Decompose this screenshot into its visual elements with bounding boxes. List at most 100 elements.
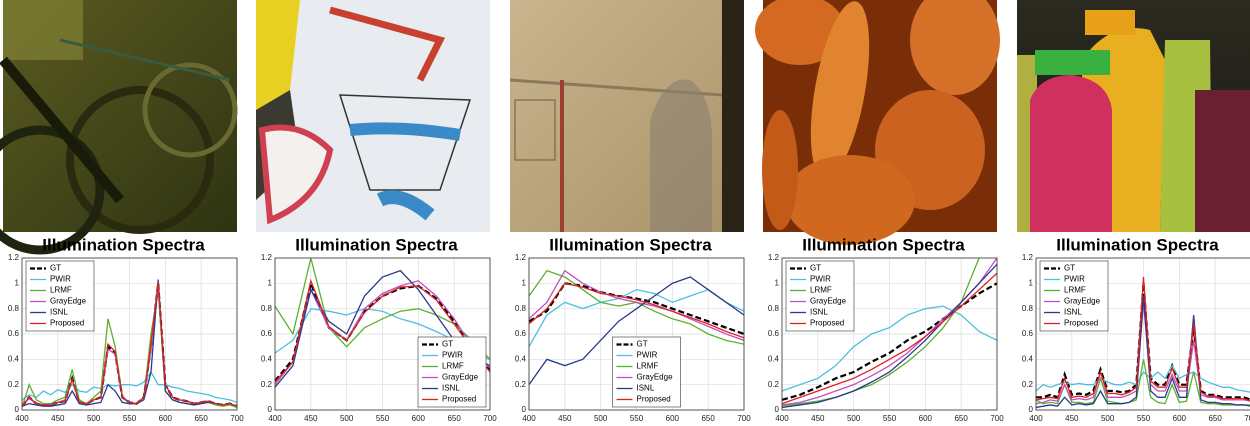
- chart-title: Illumination Spectra: [802, 235, 965, 254]
- x-tick-label: 450: [811, 414, 825, 423]
- y-tick-label: 0.4: [515, 354, 527, 363]
- x-tick-label: 700: [483, 414, 497, 423]
- x-tick-label: 400: [15, 414, 29, 423]
- x-tick-label: 700: [230, 414, 244, 423]
- x-tick-label: 500: [340, 414, 354, 423]
- y-tick-label: 0: [1029, 405, 1034, 414]
- y-tick-label: 1.2: [768, 253, 780, 262]
- x-tick-label: 400: [1029, 414, 1043, 423]
- x-tick-label: 700: [990, 414, 1004, 423]
- x-tick-label: 500: [594, 414, 608, 423]
- photo-painting: [256, 0, 490, 232]
- legend-label: PWIR: [810, 275, 831, 284]
- chart: Illumination Spectra00.20.40.60.811.2400…: [261, 235, 497, 423]
- y-tick-label: 1.2: [1022, 253, 1034, 262]
- legend-label: LRMF: [1064, 286, 1086, 295]
- legend-label: GT: [442, 340, 453, 349]
- x-tick-label: 500: [1101, 414, 1115, 423]
- x-tick-label: 400: [775, 414, 789, 423]
- x-tick-label: 450: [304, 414, 318, 423]
- y-tick-label: 0: [522, 405, 527, 414]
- y-tick-label: 0.2: [8, 380, 20, 389]
- legend-label: GrayEdge: [442, 373, 479, 382]
- photo-potatoes: [755, 0, 1000, 245]
- legend-label: LRMF: [637, 362, 659, 371]
- y-tick-label: 0.6: [261, 329, 273, 338]
- x-tick-label: 500: [87, 414, 101, 423]
- y-tick-label: 1: [1029, 278, 1034, 287]
- legend-label: PWIR: [637, 351, 658, 360]
- y-tick-label: 0.8: [261, 304, 273, 313]
- legend: GT PWIR LRMF GrayEdge ISNL Proposed: [1040, 261, 1108, 331]
- figure: Illumination Spectra 0 0.2 0.4 0.6 0.8 1 1.2 400…: [0, 0, 1250, 426]
- chart: Illumination Spectra00.20.40.60.811.2400…: [1022, 235, 1250, 423]
- x-tick-label: 400: [268, 414, 282, 423]
- legend-label: Proposed: [637, 395, 671, 404]
- legend: GT PWIR LRMF GrayEdge ISNL Proposed: [613, 337, 681, 407]
- x-tick-label: 500: [847, 414, 861, 423]
- legend-label: ISNL: [1064, 308, 1082, 317]
- x-tick-label: 550: [123, 414, 137, 423]
- y-tick-label: 0.8: [8, 304, 20, 313]
- legend-label: PWIR: [50, 275, 71, 284]
- legend-label: GrayEdge: [1064, 297, 1101, 306]
- x-tick-label: 600: [666, 414, 680, 423]
- photo-wall: [510, 0, 744, 232]
- x-tick-label: 600: [412, 414, 426, 423]
- legend-label: GrayEdge: [50, 297, 87, 306]
- legend-label: LRMF: [442, 362, 464, 371]
- y-tick-label: 1: [775, 278, 780, 287]
- y-tick-label: 0: [775, 405, 780, 414]
- legend-label: ISNL: [637, 384, 655, 393]
- x-tick-label: 550: [883, 414, 897, 423]
- chart: Illumination Spectra00.20.40.60.811.2400…: [8, 235, 244, 423]
- y-tick-label: 1.2: [261, 253, 273, 262]
- y-tick-label: 0.6: [8, 329, 20, 338]
- chart-title: Illumination Spectra: [42, 235, 205, 254]
- y-tick-label: 0.8: [515, 304, 527, 313]
- legend-label: ISNL: [442, 384, 460, 393]
- x-tick-label: 400: [522, 414, 536, 423]
- y-tick-label: 0.4: [8, 354, 20, 363]
- y-tick-label: 1: [15, 278, 20, 287]
- chart-title: Illumination Spectra: [295, 235, 458, 254]
- x-tick-label: 550: [376, 414, 390, 423]
- y-tick-label: 0: [15, 405, 20, 414]
- chart: Illumination Spectra00.20.40.60.811.2400…: [515, 235, 751, 423]
- x-tick-label: 600: [1173, 414, 1187, 423]
- y-tick-label: 0.4: [1022, 354, 1034, 363]
- x-tick-label: 450: [1065, 414, 1079, 423]
- chart: Illumination Spectra00.20.40.60.811.2400…: [768, 233, 1004, 423]
- y-tick-label: 0.8: [1022, 304, 1034, 313]
- y-tick-label: 0.2: [515, 380, 527, 389]
- x-tick-label: 650: [447, 414, 461, 423]
- x-tick-label: 550: [630, 414, 644, 423]
- legend-label: Proposed: [1064, 319, 1098, 328]
- y-tick-label: 0.2: [768, 380, 780, 389]
- y-tick-label: 0.6: [515, 329, 527, 338]
- legend-label: GrayEdge: [637, 373, 674, 382]
- legend-label: GT: [637, 340, 648, 349]
- y-tick-label: 0.6: [768, 329, 780, 338]
- legend-label: LRMF: [50, 286, 72, 295]
- photo-bottles: [1017, 0, 1250, 232]
- x-tick-label: 650: [701, 414, 715, 423]
- y-tick-label: 0.2: [1022, 380, 1034, 389]
- x-tick-label: 450: [558, 414, 572, 423]
- y-tick-label: 1: [268, 278, 273, 287]
- x-tick-label: 550: [1137, 414, 1151, 423]
- legend-label: PWIR: [1064, 275, 1085, 284]
- legend-label: GT: [810, 264, 821, 273]
- y-tick-label: 0.4: [261, 354, 273, 363]
- legend-label: ISNL: [810, 308, 828, 317]
- legend-label: GrayEdge: [810, 297, 847, 306]
- chart-title: Illumination Spectra: [1056, 235, 1219, 254]
- legend-label: LRMF: [810, 286, 832, 295]
- legend-label: Proposed: [50, 319, 84, 328]
- legend-label: PWIR: [442, 351, 463, 360]
- legend-label: GT: [1064, 264, 1075, 273]
- y-tick-label: 0.8: [768, 304, 780, 313]
- x-tick-label: 700: [1244, 414, 1250, 423]
